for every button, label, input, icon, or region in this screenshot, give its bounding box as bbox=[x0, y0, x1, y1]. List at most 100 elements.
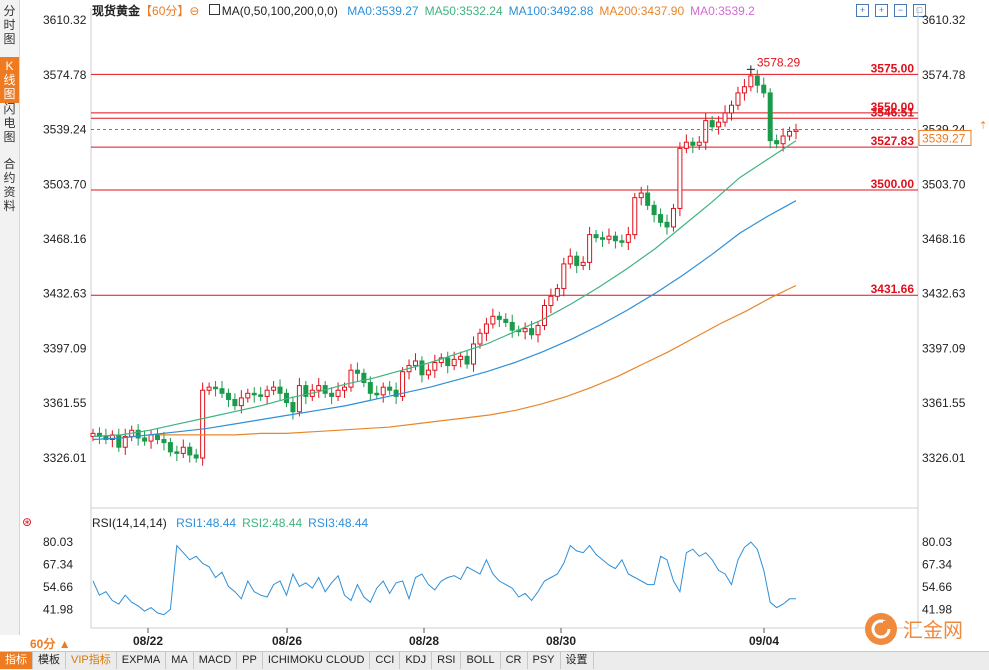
candle-body bbox=[774, 140, 780, 145]
candle-body bbox=[187, 446, 193, 456]
indicator-tab-5[interactable]: MACD bbox=[194, 652, 238, 669]
indicator-tab-9[interactable]: KDJ bbox=[400, 652, 433, 669]
y-tick-left: 3610.32 bbox=[43, 13, 87, 27]
candle-body bbox=[303, 385, 309, 397]
candle-body bbox=[580, 261, 586, 266]
level-label: 3431.66 bbox=[871, 282, 915, 296]
x-tick-label: 08/28 bbox=[409, 634, 439, 648]
candle-body bbox=[477, 332, 483, 345]
candle-body bbox=[509, 321, 515, 331]
candle-body bbox=[690, 141, 696, 146]
candle-body bbox=[483, 323, 489, 334]
candle-body bbox=[567, 255, 573, 265]
price-arrow-icon[interactable]: ⇡ bbox=[979, 120, 987, 131]
candle-body bbox=[677, 147, 683, 209]
candle-body bbox=[503, 318, 509, 323]
side-tab-2[interactable]: 闪电图 bbox=[3, 102, 16, 144]
crosshair-icon[interactable]: + bbox=[856, 4, 869, 17]
candle-body bbox=[238, 397, 244, 407]
candle-body bbox=[754, 75, 760, 86]
indicator-tab-13[interactable]: PSY bbox=[528, 652, 561, 669]
side-tab-0[interactable]: 分时图 bbox=[3, 4, 16, 46]
fullscreen-icon[interactable]: □ bbox=[913, 4, 926, 17]
indicator-tab-12[interactable]: CR bbox=[501, 652, 528, 669]
candle-body bbox=[471, 343, 477, 365]
candle-body bbox=[419, 360, 425, 376]
candle-body bbox=[612, 235, 618, 242]
rsi-tick-left: 54.66 bbox=[43, 580, 73, 594]
candle-body bbox=[722, 112, 728, 123]
y-tick-left: 3539.24 bbox=[43, 123, 87, 137]
candle-body bbox=[103, 435, 109, 441]
side-tab-strip: 分时图 K线图 闪电图合约资料 bbox=[0, 0, 20, 635]
y-tick-right: 3503.70 bbox=[922, 177, 966, 191]
rsi-settings-icon[interactable]: ⊛ bbox=[22, 515, 32, 529]
candle-body bbox=[161, 439, 167, 444]
period-button[interactable]: 60分 ▲ bbox=[30, 635, 71, 651]
candle-body bbox=[219, 388, 225, 394]
indicator-tab-4[interactable]: MA bbox=[166, 652, 194, 669]
candle-body bbox=[206, 386, 212, 391]
indicator-tab-7[interactable]: ICHIMOKU CLOUD bbox=[263, 652, 371, 669]
indicator-tab-6[interactable]: PP bbox=[237, 652, 263, 669]
candle-body bbox=[251, 392, 257, 396]
ma50-line bbox=[92, 140, 797, 437]
y-tick-left: 3326.01 bbox=[43, 451, 87, 465]
level-label: 3546.51 bbox=[871, 105, 915, 119]
candle-body bbox=[464, 355, 470, 365]
current-price-tag bbox=[918, 129, 972, 146]
chart-tools: + + − □ bbox=[856, 2, 932, 17]
candle-body bbox=[361, 372, 367, 384]
candle-body bbox=[277, 386, 283, 394]
rsi-values: RSI1:48.44 RSI2:48.44 RSI3:48.44 bbox=[176, 516, 374, 530]
candle-body bbox=[445, 357, 451, 367]
candle-body bbox=[729, 104, 735, 114]
side-tab-3[interactable]: 合约资料 bbox=[3, 157, 16, 213]
x-tick-label: 08/22 bbox=[133, 634, 163, 648]
indicator-tab-0[interactable]: 指标 bbox=[0, 652, 33, 669]
candle-body bbox=[154, 434, 160, 441]
indicator-tab-14[interactable]: 设置 bbox=[561, 652, 594, 669]
zoom-in-icon[interactable]: + bbox=[875, 4, 888, 17]
candle-body bbox=[490, 315, 496, 325]
rsi-value-1: RSI2:48.44 bbox=[242, 516, 303, 530]
candle-body bbox=[709, 120, 715, 128]
indicator-tab-8[interactable]: CCI bbox=[370, 652, 401, 669]
candle-body bbox=[387, 386, 393, 391]
high-marker-label: 3578.29 bbox=[757, 55, 801, 69]
indicator-tab-2[interactable]: VIP指标 bbox=[66, 652, 117, 669]
y-tick-right: 3432.63 bbox=[922, 287, 966, 301]
candle-body bbox=[425, 369, 431, 376]
period-dropdown-icon[interactable]: ⊖ bbox=[189, 4, 200, 18]
indicator-tab-1[interactable]: 模板 bbox=[33, 652, 66, 669]
rsi-value-0: RSI1:48.44 bbox=[176, 516, 237, 530]
indicator-tab-11[interactable]: BOLL bbox=[461, 652, 501, 669]
candle-body bbox=[167, 442, 173, 453]
ma-params: MA(0,50,100,200,0,0) bbox=[221, 4, 338, 18]
indicator-tab-3[interactable]: EXPMA bbox=[117, 652, 167, 669]
indicator-tab-10[interactable]: RSI bbox=[432, 652, 462, 669]
candle-body bbox=[696, 141, 702, 146]
candle-body bbox=[651, 204, 657, 216]
y-tick-right: 3397.09 bbox=[922, 341, 966, 355]
candle-body bbox=[135, 429, 141, 439]
rsi-header: RSI(14,14,14) RSI1:48.44 RSI2:48.44 RSI3:4… bbox=[92, 516, 380, 532]
side-tab-1[interactable]: K线图 bbox=[0, 57, 19, 103]
candle-body bbox=[529, 328, 535, 336]
ma200-line bbox=[159, 284, 797, 436]
candle-body bbox=[225, 392, 231, 400]
candle-body bbox=[780, 135, 786, 145]
period-label[interactable]: 【60分】 bbox=[140, 4, 190, 18]
y-tick-right: 3468.16 bbox=[922, 232, 966, 246]
candle-body bbox=[296, 385, 302, 413]
ma-value-1: MA50:3532.24 bbox=[424, 4, 503, 18]
watermark-logo: 汇金网 bbox=[865, 613, 963, 645]
candle-body bbox=[458, 355, 464, 360]
zoom-out-icon[interactable]: − bbox=[894, 4, 907, 17]
candle-body bbox=[761, 84, 767, 94]
ma-value-3: MA200:3437.90 bbox=[599, 4, 685, 18]
y-tick-left: 3432.63 bbox=[43, 287, 87, 301]
candle-body bbox=[200, 389, 206, 459]
level-label: 3500.00 bbox=[871, 177, 915, 191]
